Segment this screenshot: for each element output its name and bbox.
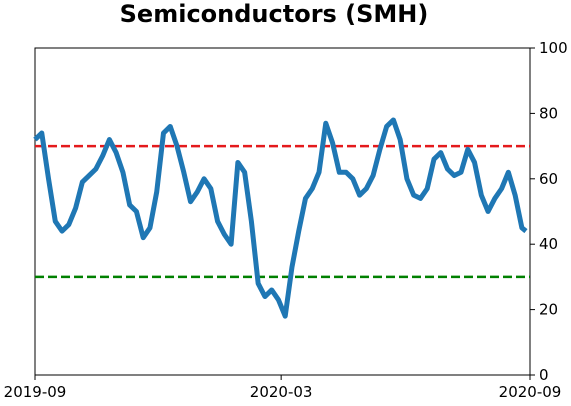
x-tick-label: 2020-03 — [250, 383, 313, 401]
y-tick-label: 0 — [539, 366, 549, 384]
y-tick-label: 20 — [539, 301, 558, 319]
x-tick-label: 2019-09 — [4, 383, 67, 401]
y-tick-label: 80 — [539, 104, 558, 122]
y-tick-label: 40 — [539, 235, 558, 253]
y-tick-label: 100 — [539, 39, 568, 57]
chart-title: Semiconductors (SMH) — [120, 0, 429, 28]
data-line — [33, 117, 528, 319]
x-tick-label: 2020-09 — [499, 383, 562, 401]
y-tick-label: 60 — [539, 170, 558, 188]
plot-frame — [34, 47, 531, 376]
